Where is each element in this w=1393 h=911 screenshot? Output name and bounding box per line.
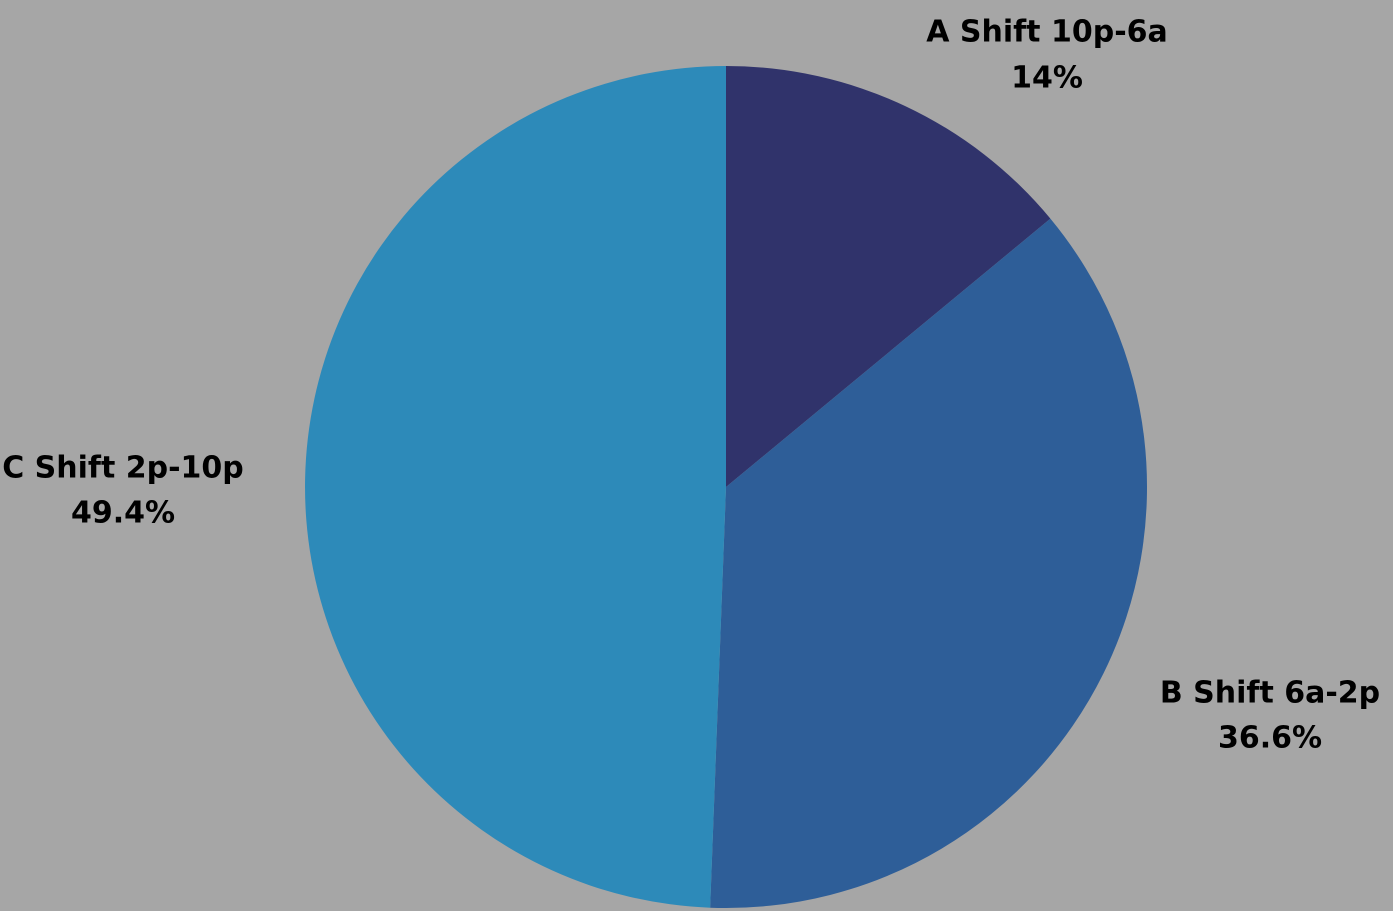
pie-slice-a-shift bbox=[726, 66, 1051, 487]
data-label-category: B Shift 6a-2p bbox=[1160, 676, 1380, 711]
pie-data-labels: A Shift 10p-6a 14% B Shift 6a-2p 36.6% C Shi… bbox=[2, 15, 1380, 756]
data-label-category: C Shift 2p-10p bbox=[2, 451, 244, 486]
data-label-percent: 36.6% bbox=[1218, 721, 1322, 756]
data-label-category: A Shift 10p-6a bbox=[926, 15, 1168, 50]
data-label-percent: 14% bbox=[1011, 61, 1083, 96]
data-label-percent: 49.4% bbox=[71, 496, 175, 531]
pie-slices bbox=[305, 66, 1148, 908]
pie-slice-c-shift bbox=[305, 66, 726, 908]
pie-slice-b-shift bbox=[710, 218, 1148, 908]
